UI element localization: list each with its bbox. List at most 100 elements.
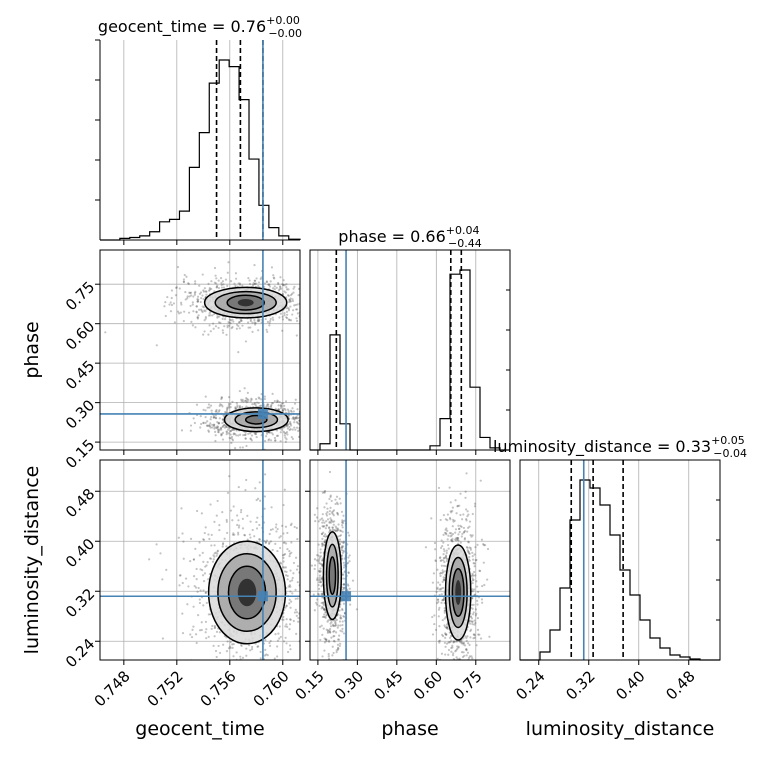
scatter-point [234, 284, 237, 287]
scatter-point [280, 404, 283, 408]
scatter-point [472, 574, 475, 577]
scatter-point [318, 561, 321, 565]
scatter-point [237, 282, 240, 285]
scatter-point [286, 313, 289, 316]
scatter-point [263, 395, 266, 398]
scatter-point [194, 633, 198, 636]
scatter-point [228, 318, 231, 321]
scatter-point [280, 405, 283, 408]
scatter-point [318, 570, 321, 573]
scatter-point [301, 417, 303, 419]
scatter-point [336, 529, 340, 532]
scatter-point [305, 287, 307, 289]
scatter-point [175, 286, 178, 289]
scatter-point [334, 529, 337, 532]
scatter-point [307, 601, 309, 603]
scatter-point [451, 525, 454, 528]
panel-frame [519, 459, 721, 661]
scatter-point [286, 548, 289, 551]
scatter-point [294, 608, 297, 611]
scatter-point [450, 539, 453, 542]
scatter-point [230, 441, 233, 444]
scatter-point [200, 309, 203, 312]
scatter-point [295, 308, 298, 311]
scatter-point [196, 316, 199, 319]
scatter-point [466, 530, 469, 533]
contour-line [244, 414, 268, 425]
scatter-point [311, 310, 313, 312]
scatter-point [434, 628, 438, 631]
scatter-point [221, 424, 225, 428]
scatter-point [343, 519, 346, 522]
scatter-point [450, 511, 453, 514]
scatter-point [248, 674, 250, 676]
scatter-point [291, 579, 294, 582]
scatter-point [200, 628, 203, 632]
x-axis-label-phase: phase [381, 718, 438, 740]
scatter-point [323, 608, 326, 611]
scatter-point [334, 624, 337, 627]
scatter-point [194, 547, 197, 551]
scatter-point [266, 403, 270, 406]
scatter-point [445, 623, 449, 626]
scatter-point [319, 625, 322, 628]
scatter-point [291, 313, 294, 316]
scatter-point [250, 434, 254, 437]
scatter-point [237, 324, 240, 328]
scatter-point [236, 514, 239, 517]
scatter-point [283, 488, 286, 491]
scatter-point [216, 315, 219, 318]
scatter-point [254, 321, 257, 325]
scatter-point [204, 317, 207, 320]
scatter-point [317, 520, 320, 523]
scatter-point [228, 324, 231, 327]
scatter-point [457, 539, 460, 542]
scatter-point [215, 286, 218, 289]
scatter-point [302, 330, 304, 332]
scatter-point [338, 634, 341, 637]
scatter-point [284, 440, 287, 443]
scatter-point [274, 542, 277, 545]
scatter-point [459, 640, 462, 644]
scatter-point [220, 432, 223, 436]
scatter-point [243, 387, 246, 390]
scatter-point [341, 530, 344, 533]
scatter-point [341, 546, 344, 549]
scatter-point [282, 640, 286, 643]
scatter-point [207, 430, 211, 433]
scatter-point [326, 629, 330, 632]
scatter-point [204, 631, 207, 634]
scatter-point [247, 432, 250, 435]
panel-frame [309, 249, 511, 451]
scatter-point [462, 642, 465, 645]
scatter-point [215, 286, 219, 289]
scatter-point [327, 657, 331, 660]
scatter-point [280, 428, 283, 431]
scatter-point [277, 408, 280, 411]
scatter-point [460, 641, 463, 644]
scatter-point [447, 547, 450, 550]
scatter-point [212, 644, 215, 647]
scatter-point [240, 643, 243, 646]
scatter-point [464, 635, 467, 638]
scatter-point [215, 277, 218, 280]
scatter-point [239, 655, 242, 658]
scatter-point [448, 486, 451, 489]
scatter-point [448, 532, 451, 535]
scatter-point [454, 640, 457, 643]
scatter-point [466, 510, 469, 513]
scatter-point [208, 425, 212, 428]
scatter-point [196, 317, 200, 320]
scatter-point [188, 295, 191, 298]
scatter-point [272, 318, 275, 321]
scatter-point [291, 592, 294, 595]
scatter-point [255, 527, 259, 530]
scatter-point [301, 324, 303, 326]
scatter-point [259, 678, 261, 680]
scatter-point [213, 416, 216, 419]
scatter-point [272, 276, 275, 279]
scatter-point [295, 611, 299, 614]
scatter-point [321, 542, 324, 545]
scatter-point [321, 655, 324, 658]
scatter-point [205, 293, 208, 296]
